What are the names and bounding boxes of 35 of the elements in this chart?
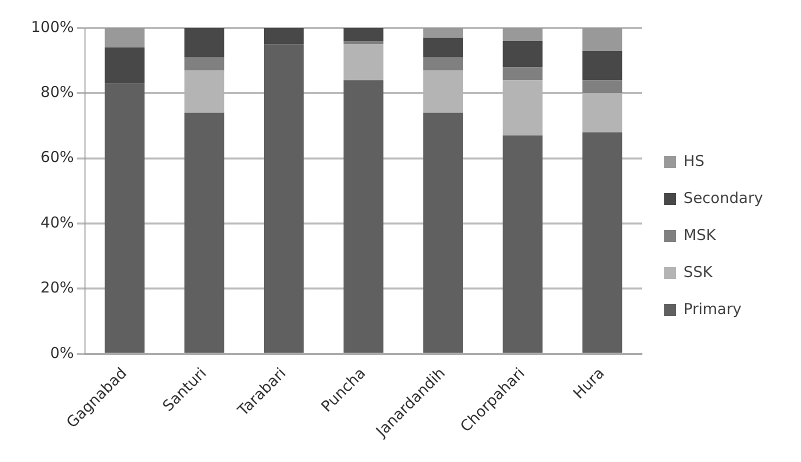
bar (423, 28, 463, 38)
bar (344, 41, 384, 44)
y-tick-label: 100% (30, 18, 74, 36)
bar (344, 28, 384, 42)
bar (502, 28, 543, 42)
y-tick-label: 20% (40, 278, 74, 297)
y-tick-label: 80% (40, 83, 74, 102)
bar (104, 28, 145, 48)
bar (582, 50, 622, 80)
bar (184, 28, 224, 58)
legend-label: Primary (684, 300, 742, 318)
legend-label: HS (684, 152, 704, 170)
y-tick-label: 60% (40, 148, 74, 166)
bar (423, 38, 463, 58)
bar (582, 28, 622, 51)
bar (344, 44, 384, 80)
bar (184, 57, 224, 70)
y-tick-label: 0% (50, 344, 74, 362)
legend-label: Secondary (684, 188, 764, 207)
legend-label: SSK (684, 262, 714, 281)
legend-label: MSK (684, 226, 718, 244)
bar (423, 112, 463, 353)
bar (423, 57, 463, 70)
bar (582, 80, 622, 94)
bar (104, 48, 145, 84)
bar (502, 136, 543, 353)
bar (344, 80, 384, 353)
bar (582, 132, 622, 353)
bar (264, 28, 304, 44)
bar (264, 44, 304, 353)
bar (502, 67, 543, 80)
bar (104, 83, 145, 353)
bar (184, 112, 224, 353)
y-tick-label: 40% (40, 213, 74, 232)
bar (502, 41, 543, 68)
